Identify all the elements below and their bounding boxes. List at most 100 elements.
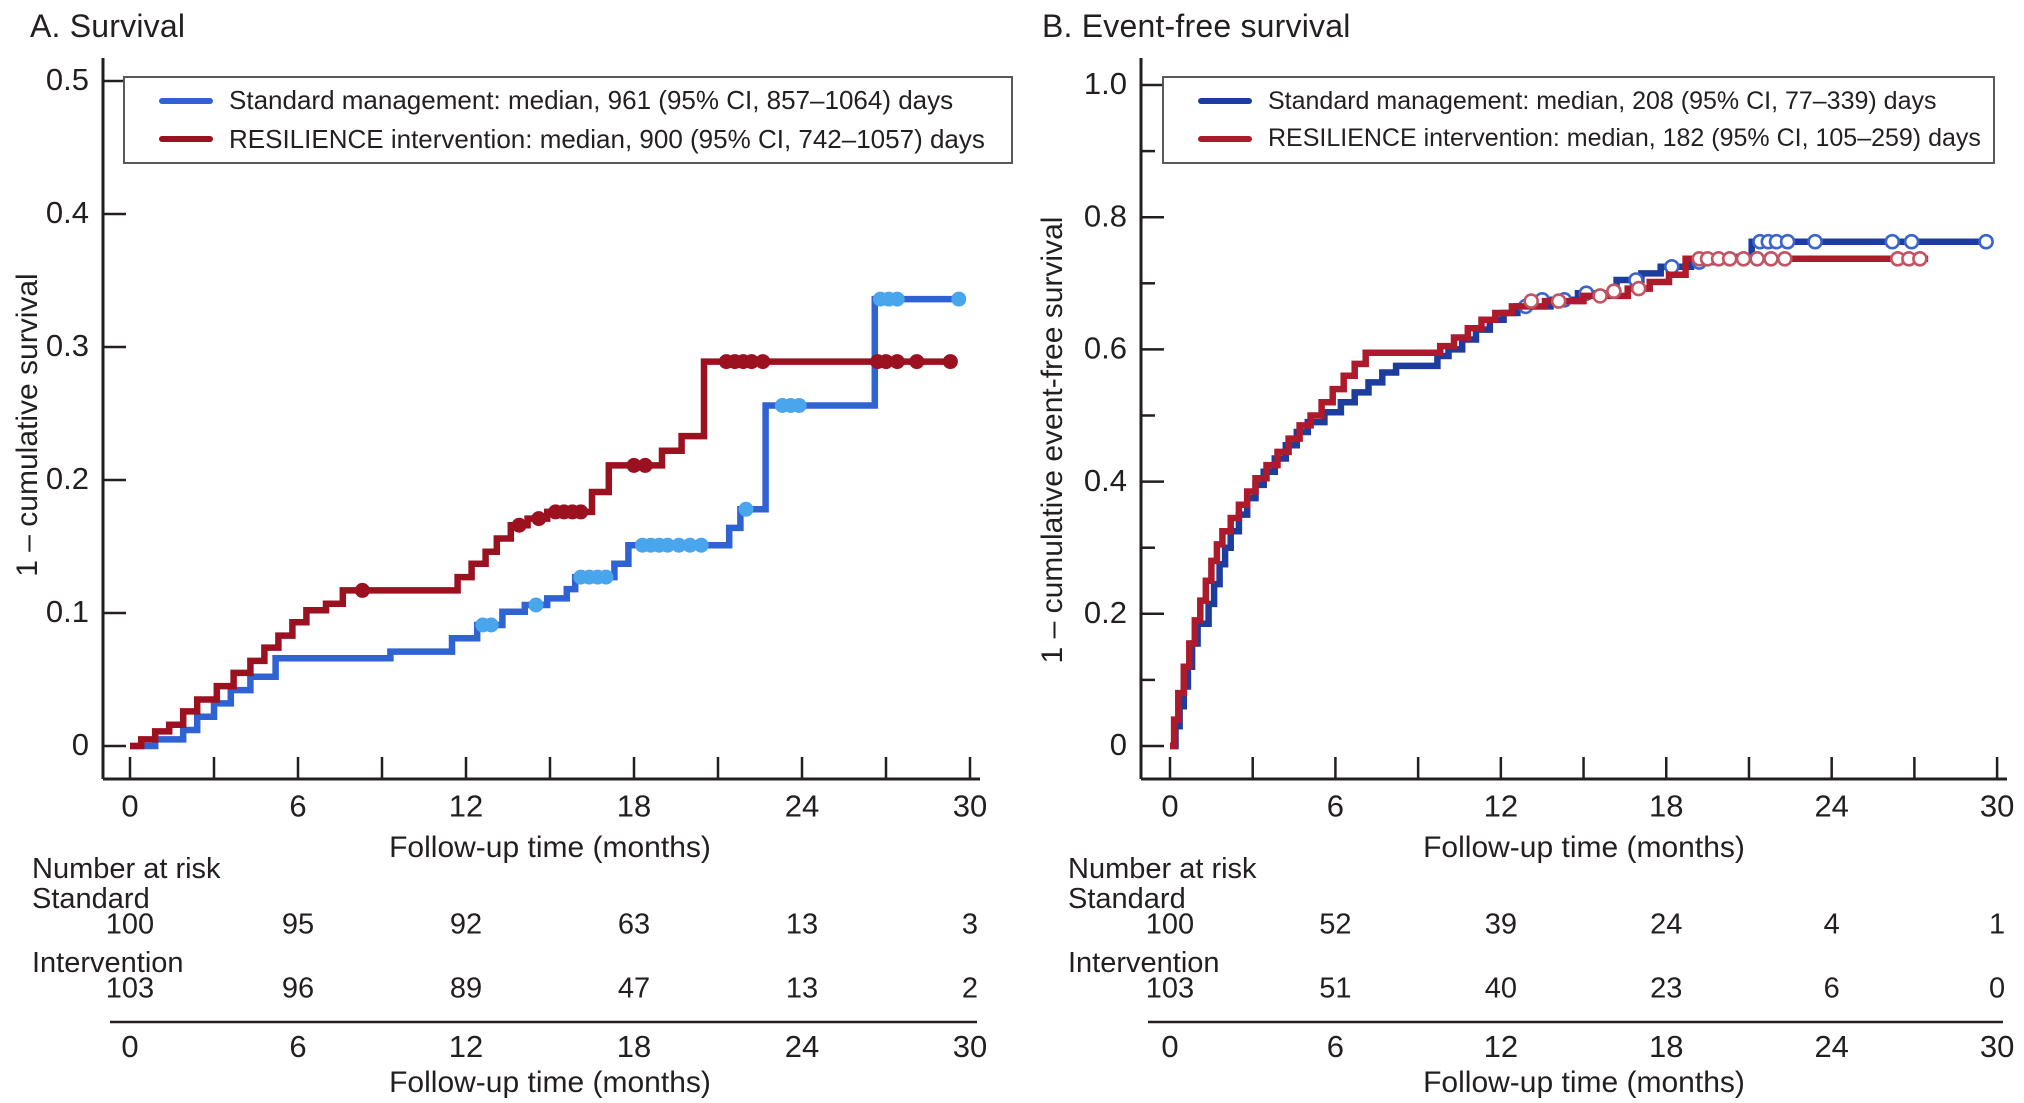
x-tick-label-b: 6 <box>1327 788 1344 823</box>
risk-value-b: 24 <box>1650 909 1682 941</box>
risk-value-b: 1 <box>1989 909 2005 941</box>
risk-label-standard-a: Standard <box>32 883 150 915</box>
censor-mark-a <box>942 354 958 370</box>
y-tick-label-b: 0 <box>1110 727 1127 762</box>
risk-value-b: 51 <box>1319 973 1351 1005</box>
censor-mark-b <box>1630 280 1647 297</box>
censor-mark-b <box>1912 250 1928 267</box>
censor-mark-a <box>637 457 653 473</box>
panel-b-xlabel-bottom: Follow-up time (months) <box>1423 1066 1745 1099</box>
curve-standard-a <box>130 295 962 750</box>
risk-axis-label-a: 12 <box>449 1029 483 1064</box>
x-tick-label-a: 12 <box>449 788 483 823</box>
panel-a-title: A. Survival <box>30 8 186 44</box>
risk-value-a: 92 <box>450 909 482 941</box>
risk-value-b: 100 <box>1146 909 1194 941</box>
censor-mark-b <box>1550 293 1567 309</box>
y-tick-label-b: 0.8 <box>1084 198 1127 233</box>
risk-value-b: 0 <box>1989 973 2005 1005</box>
censor-mark-b <box>1777 250 1793 267</box>
x-tick-label-a: 6 <box>289 788 306 823</box>
y-tick-label-a: 0.3 <box>46 328 89 363</box>
y-tick-label-b: 0.6 <box>1084 331 1127 366</box>
risk-value-a: 13 <box>786 909 818 941</box>
risk-axis-label-a: 6 <box>289 1029 306 1064</box>
censor-mark-a <box>573 504 589 520</box>
risk-axis-label-a: 18 <box>617 1029 651 1064</box>
risk-axis-label-a: 0 <box>121 1029 138 1064</box>
risk-axis-label-b: 30 <box>1980 1029 2014 1064</box>
legend-swatch-intervention-b <box>1198 135 1252 142</box>
censor-mark-a <box>791 398 807 413</box>
censor-mark-a <box>511 517 527 533</box>
censor-mark-b <box>1749 250 1765 267</box>
risk-value-a: 103 <box>106 973 154 1005</box>
panel-b-title: B. Event-free survival <box>1042 8 1351 44</box>
y-tick-label-a: 0 <box>72 727 89 762</box>
censor-mark-b <box>1884 233 1901 250</box>
legend-label-intervention-b: RESILIENCE intervention: median, 182 (95… <box>1268 124 1981 153</box>
censor-mark-b <box>1664 258 1680 275</box>
curve-intervention-b <box>1170 255 1929 750</box>
censor-mark-a <box>693 537 709 553</box>
risk-axis-label-b: 12 <box>1484 1029 1518 1064</box>
panel-a-xlabel-bottom: Follow-up time (months) <box>389 1066 711 1099</box>
curve-standard-b <box>1170 238 1989 750</box>
censor-mark-a <box>951 291 967 307</box>
curve-intervention-a <box>130 358 954 750</box>
risk-axis-label-b: 24 <box>1814 1029 1848 1064</box>
x-tick-label-b: 12 <box>1484 788 1518 823</box>
x-tick-label-a: 30 <box>953 788 987 823</box>
y-tick-label-b: 0.2 <box>1084 595 1127 630</box>
censor-mark-a <box>528 597 544 613</box>
risk-value-a: 63 <box>618 909 650 941</box>
censor-mark-b <box>1721 250 1738 267</box>
censor-mark-a <box>755 354 771 370</box>
risk-value-a: 47 <box>618 973 650 1005</box>
censor-mark-b <box>1592 288 1608 304</box>
legend-label-standard-a: Standard management: median, 961 (95% CI… <box>229 85 954 116</box>
risk-table-a-header: Number at risk <box>32 853 221 885</box>
panel-b-legend: Standard management: median, 208 (95% CI… <box>1162 76 1995 164</box>
x-tick-label-b: 24 <box>1814 788 1848 823</box>
panel-a-xlabel-top: Follow-up time (months) <box>389 831 711 864</box>
risk-label-intervention-b: Intervention <box>1068 947 1220 979</box>
risk-label-standard-b: Standard <box>1068 883 1186 915</box>
risk-value-a: 100 <box>106 909 154 941</box>
x-tick-label-b: 0 <box>1161 788 1178 823</box>
y-tick-label-a: 0.5 <box>46 62 89 97</box>
censor-mark-b <box>1735 250 1752 267</box>
censor-mark-b <box>1903 233 1920 250</box>
risk-value-a: 89 <box>450 973 482 1005</box>
censor-mark-b <box>1978 233 1994 250</box>
legend-row-intervention-b: RESILIENCE intervention: median, 182 (95… <box>1164 124 1993 153</box>
censor-mark-b <box>1807 233 1823 250</box>
censor-mark-b <box>1779 233 1796 250</box>
panel-b-ylabel: 1 – cumulative event-free survival <box>1036 216 1069 664</box>
panel-a-ylabel: 1 – cumulative survival <box>11 273 44 577</box>
censor-mark-b <box>1523 293 1539 309</box>
y-tick-label-a: 0.1 <box>46 594 89 629</box>
risk-value-b: 6 <box>1824 973 1840 1005</box>
risk-value-a: 3 <box>962 909 978 941</box>
legend-swatch-standard-a <box>159 97 213 104</box>
legend-row-standard-a: Standard management: median, 961 (95% CI… <box>125 85 1011 116</box>
risk-axis-label-a: 24 <box>785 1029 819 1064</box>
censor-mark-a <box>889 354 905 370</box>
risk-value-b: 4 <box>1824 909 1840 941</box>
censor-mark-a <box>909 354 925 370</box>
censor-mark-a <box>483 617 499 633</box>
risk-axis-label-b: 6 <box>1327 1029 1344 1064</box>
censor-mark-a <box>738 501 754 517</box>
risk-table-b-header: Number at risk <box>1068 853 1257 885</box>
risk-value-a: 95 <box>282 909 314 941</box>
x-tick-label-a: 24 <box>785 788 819 823</box>
censor-mark-a <box>598 569 614 585</box>
y-tick-label-b: 0.4 <box>1084 463 1127 498</box>
x-tick-label-a: 18 <box>617 788 651 823</box>
x-tick-label-a: 0 <box>121 788 138 823</box>
risk-axis-label-b: 0 <box>1161 1029 1178 1064</box>
legend-swatch-intervention-a <box>159 136 213 143</box>
risk-value-b: 103 <box>1146 973 1194 1005</box>
